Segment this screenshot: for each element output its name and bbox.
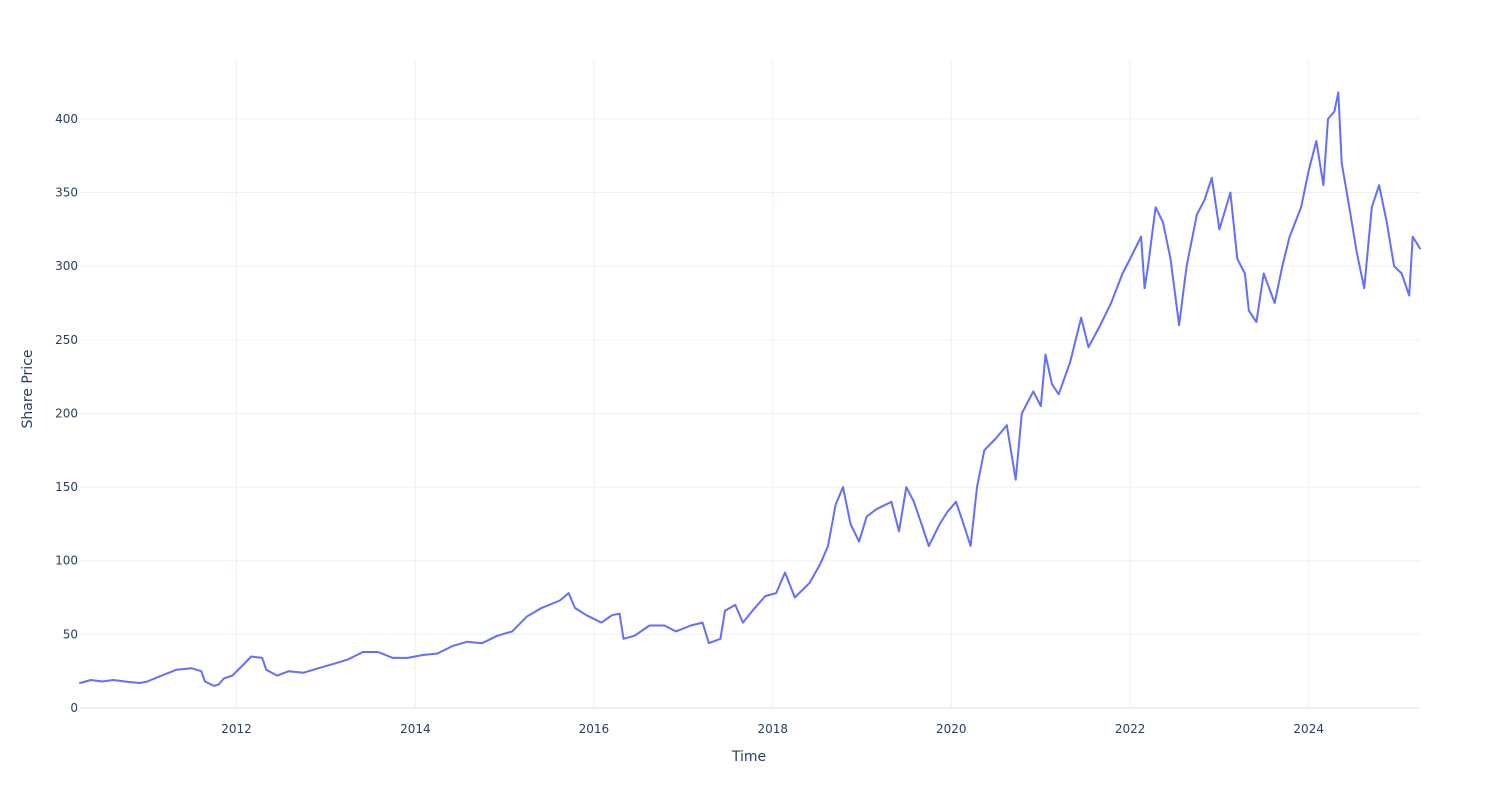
x-tick-label: 2016 bbox=[579, 722, 610, 736]
x-tick-label: 2018 bbox=[757, 722, 788, 736]
y-tick-label: 150 bbox=[55, 480, 78, 494]
y-tick-label: 0 bbox=[70, 701, 78, 715]
x-axis-title: Time bbox=[731, 749, 766, 765]
x-tick-label: 2022 bbox=[1115, 722, 1146, 736]
y-tick-label: 400 bbox=[55, 112, 78, 126]
y-tick-label: 250 bbox=[55, 333, 78, 347]
x-axis-ticks: 2012 2014 2016 2018 2020 2022 2024 bbox=[221, 722, 1324, 736]
y-tick-label: 50 bbox=[63, 627, 78, 641]
plot-area bbox=[79, 91, 1421, 687]
grid bbox=[80, 60, 1420, 709]
y-tick-label: 350 bbox=[55, 186, 78, 200]
series-line[interactable] bbox=[79, 91, 1421, 687]
x-tick-label: 2012 bbox=[221, 722, 252, 736]
x-tick-label: 2024 bbox=[1293, 722, 1324, 736]
y-tick-label: 100 bbox=[55, 554, 78, 568]
y-tick-label: 200 bbox=[55, 406, 78, 420]
y-tick-label: 300 bbox=[55, 259, 78, 273]
y-axis-ticks: 0 50 100 150 200 250 300 350 400 bbox=[55, 112, 78, 715]
x-tick-label: 2014 bbox=[400, 722, 431, 736]
x-tick-label: 2020 bbox=[936, 722, 967, 736]
y-axis-title: Share Price bbox=[20, 349, 36, 428]
